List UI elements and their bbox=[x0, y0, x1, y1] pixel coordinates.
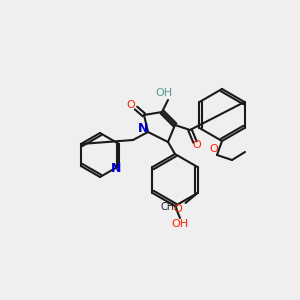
Text: O: O bbox=[193, 140, 201, 150]
Text: OH: OH bbox=[171, 219, 189, 229]
Text: CH₃: CH₃ bbox=[160, 202, 178, 212]
Text: O: O bbox=[173, 204, 182, 214]
Text: O: O bbox=[127, 100, 135, 110]
Text: OH: OH bbox=[155, 88, 172, 98]
Text: N: N bbox=[138, 122, 148, 136]
Text: O: O bbox=[210, 144, 218, 154]
Text: N: N bbox=[111, 163, 121, 176]
